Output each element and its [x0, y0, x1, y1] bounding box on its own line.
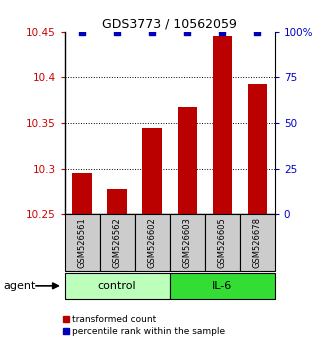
Point	[184, 29, 190, 35]
Bar	[65, 273, 169, 299]
Bar	[169, 214, 205, 271]
Bar	[72, 173, 92, 214]
Bar	[135, 214, 170, 271]
Point	[150, 29, 155, 35]
Bar	[169, 273, 275, 299]
Bar	[108, 189, 127, 214]
Bar	[177, 107, 197, 214]
Bar	[100, 214, 135, 271]
Text: GSM526678: GSM526678	[253, 217, 262, 268]
Title: GDS3773 / 10562059: GDS3773 / 10562059	[102, 18, 237, 31]
Text: GSM526561: GSM526561	[77, 217, 87, 268]
Text: GSM526562: GSM526562	[113, 217, 121, 268]
Bar	[213, 36, 232, 214]
Bar	[240, 214, 275, 271]
Point	[115, 29, 120, 35]
Bar	[142, 127, 162, 214]
Point	[79, 29, 85, 35]
Text: GSM526603: GSM526603	[183, 217, 192, 268]
Bar	[248, 84, 267, 214]
Text: GSM526602: GSM526602	[148, 217, 157, 268]
Text: GSM526605: GSM526605	[218, 217, 227, 268]
Text: IL-6: IL-6	[212, 281, 232, 291]
Legend: transformed count, percentile rank within the sample: transformed count, percentile rank withi…	[63, 315, 225, 336]
Text: control: control	[98, 281, 136, 291]
Point	[255, 29, 260, 35]
Text: agent: agent	[3, 281, 36, 291]
Bar	[205, 214, 240, 271]
Point	[219, 29, 225, 35]
Bar	[65, 214, 100, 271]
